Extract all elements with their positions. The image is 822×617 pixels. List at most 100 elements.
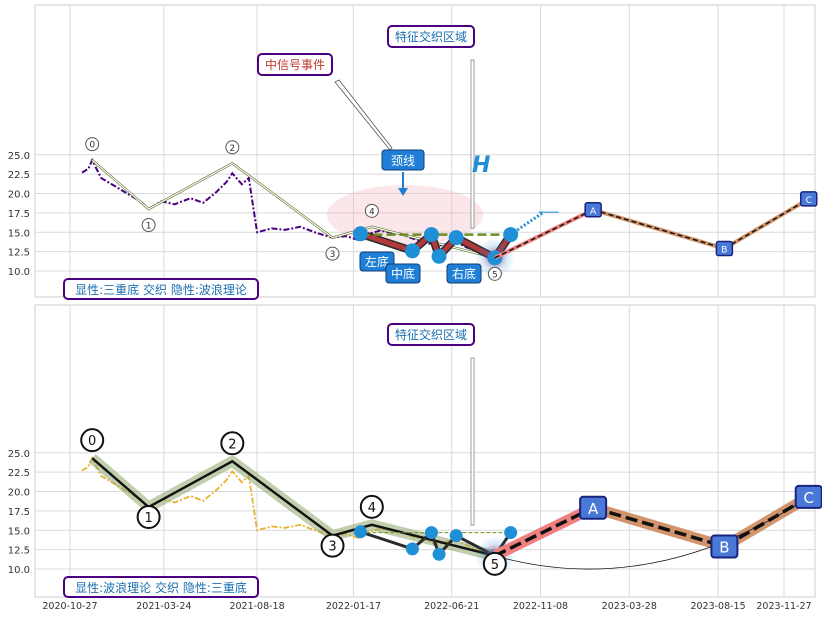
wave-label-circle-2 [220, 431, 245, 456]
wave-label-circle-0 [80, 428, 105, 453]
triple-bottom-point [431, 248, 447, 264]
triple-bottom-point [424, 526, 438, 540]
top-panel: 10.0 12.5 15.0 17.5 20.0 22.5 25.0 0 1 2 3 4 5 A B C [8, 4, 818, 298]
triple-bottom-point [353, 525, 367, 539]
projection-label-B: B [721, 246, 727, 256]
y-tick-label: 10.0 [8, 267, 30, 278]
top-chart-content: 0 1 2 3 4 5 A B C [81, 137, 818, 281]
wave-label-circle-5 [482, 551, 507, 576]
breakout-line [509, 210, 545, 236]
decorative-h-glyph: H [472, 153, 490, 178]
y-tick-label: 22.5 [8, 468, 30, 479]
wave-label-2: 2 [229, 144, 235, 154]
wave-label-3: 3 [330, 250, 336, 260]
wave-label-5: 5 [491, 558, 499, 573]
triple-bottom-point [432, 547, 446, 561]
region-arrow-bottom [470, 357, 475, 526]
projection-box-A [579, 495, 608, 520]
projection-label-B: B [719, 539, 729, 557]
wave-label-circle-4 [359, 494, 384, 519]
wave-label-5: 5 [492, 270, 498, 280]
top-region-label: 特征交织区域 [395, 29, 467, 44]
wave-label-0: 0 [89, 141, 95, 151]
bottom-region-label: 特征交织区域 [395, 327, 467, 342]
projection-arc [494, 496, 809, 570]
bottom-region-label-box: 特征交织区域 [387, 323, 475, 346]
y-tick-label: 12.5 [8, 248, 30, 259]
bottom-y-tick-labels: 10.0 12.5 15.0 17.5 20.0 22.5 25.0 [8, 449, 30, 576]
middle-bottom-label-box: 中底 [385, 263, 421, 284]
bottom-annotation-text: 显性:波浪理论 交织 隐性:三重底 [75, 580, 247, 595]
wave-label-0: 0 [88, 434, 96, 449]
event-label: 中信号事件 [265, 57, 325, 72]
triple-bottom-point [405, 542, 419, 556]
wave-label-4: 4 [368, 501, 376, 516]
wave-label-1: 1 [146, 222, 152, 232]
neckline-arrow-head [398, 188, 408, 196]
projection-segment-dash [724, 198, 810, 250]
wave-label-circle-2 [225, 140, 240, 155]
top-region-label-box: 特征交织区域 [387, 25, 475, 48]
triple-bottom-point [448, 230, 464, 246]
y-tick-label: 17.5 [8, 209, 30, 220]
wave-label-2: 2 [228, 437, 236, 452]
bottom-annotation-box: 显性:波浪理论 交织 隐性:三重底 [63, 576, 259, 598]
top-annotation-text: 显性:三重底 交织 隐性:波浪理论 [75, 282, 247, 297]
y-tick-label: 10.0 [8, 565, 30, 576]
event-arrow [334, 79, 393, 151]
wave-label-circle-1 [136, 505, 161, 529]
projection-box-B [715, 240, 734, 257]
x-tick-label: 2022-01-17 [326, 601, 381, 612]
projection-label-A: A [588, 500, 599, 518]
wave-label-circle-4 [364, 203, 379, 218]
wave-line [91, 159, 495, 259]
wave-label-circle-3 [320, 533, 345, 558]
x-tick-label: 2023-03-28 [602, 601, 657, 612]
triple-bottom-point [449, 529, 463, 543]
wave-label-circle-5 [487, 266, 502, 281]
projection-dash [592, 506, 725, 549]
x-tick-label: 2021-03-24 [136, 601, 191, 612]
region-arrow-top [470, 59, 475, 229]
x-tick-label: 2023-08-15 [690, 601, 745, 612]
wave-label-3: 3 [328, 540, 336, 555]
y-tick-label: 22.5 [8, 170, 30, 181]
projection-segment-dash [592, 209, 725, 250]
right-bottom-label-box: 右底 [446, 263, 482, 284]
triple-bottom-point [423, 227, 439, 243]
x-tick-label: 2020-10-27 [42, 601, 97, 612]
y-tick-label: 12.5 [8, 546, 30, 557]
y-tick-label: 15.0 [8, 228, 30, 239]
x-tick-label: 2023-11-27 [756, 601, 811, 612]
y-tick-label: 15.0 [8, 526, 30, 537]
top-grid [35, 5, 815, 297]
projection-label-C: C [806, 196, 812, 206]
x-tick-label: 2021-08-18 [229, 601, 284, 612]
event-label-box: 中信号事件 [257, 53, 333, 76]
projection-dash [494, 506, 594, 558]
left-bottom-label: 左底 [365, 254, 389, 269]
y-tick-label: 25.0 [8, 449, 30, 460]
middle-bottom-label: 中底 [391, 266, 415, 281]
wave-label-4: 4 [369, 207, 375, 217]
triple-bottom-point [404, 243, 420, 259]
neckline-label: 颈线 [391, 154, 415, 168]
wave-label-circle-3 [325, 246, 340, 261]
x-tick-labels: 2020-10-27 2021-03-24 2021-08-18 2022-01-17… [42, 601, 811, 612]
right-bottom-label: 右底 [452, 266, 476, 281]
projection-segment-dash [494, 209, 594, 259]
wave-line [91, 457, 496, 557]
wave-label-circle-0 [85, 137, 100, 152]
projection-box-C [799, 191, 818, 207]
triple-bottom-point [504, 526, 518, 540]
top-y-tick-labels: 10.0 12.5 15.0 17.5 20.0 22.5 25.0 [8, 151, 30, 278]
y-tick-label: 20.0 [8, 488, 30, 499]
top-annotation-box: 显性:三重底 交织 隐性:波浪理论 [63, 278, 259, 300]
projection-box-B [710, 534, 739, 559]
left-bottom-label-box: 左底 [359, 251, 395, 272]
y-tick-label: 25.0 [8, 151, 30, 162]
projection-box-A [584, 202, 602, 218]
x-tick-label: 2022-06-21 [424, 601, 479, 612]
projection-label-C: C [803, 489, 813, 507]
